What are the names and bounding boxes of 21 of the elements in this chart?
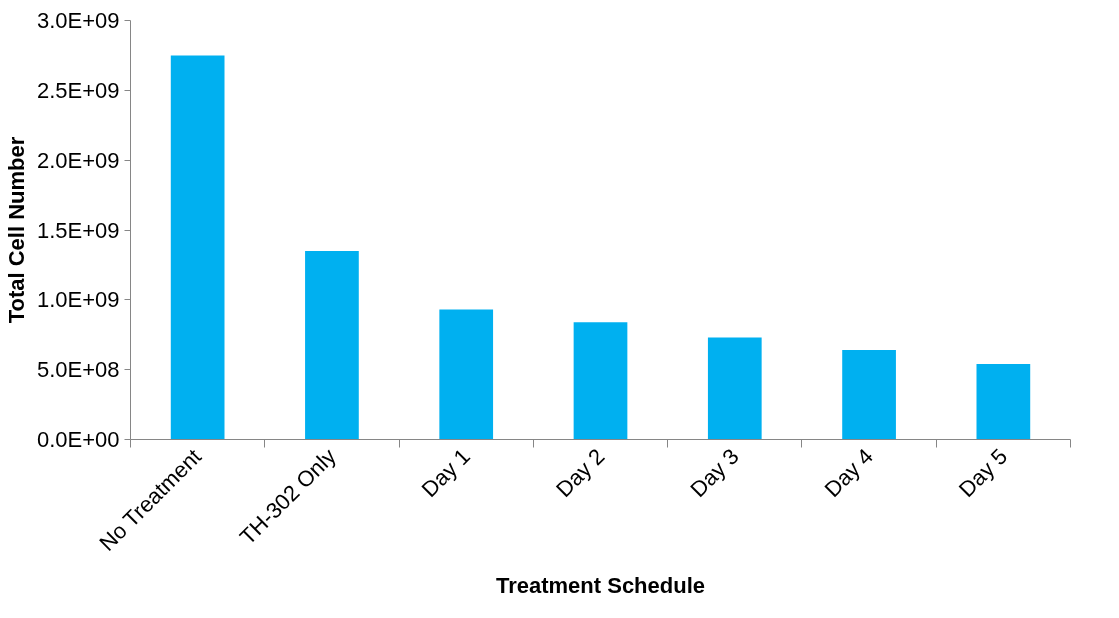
y-tick-label: 0.0E+00 <box>36 427 120 452</box>
x-tick-label: Day 2 <box>551 443 610 502</box>
y-axis-title: Total Cell Number <box>3 136 29 324</box>
x-tick-label: Day 3 <box>685 443 744 502</box>
bar <box>842 350 896 440</box>
y-tick-label: 3.0E+09 <box>36 8 120 33</box>
x-tick-label: Day 5 <box>953 443 1013 502</box>
y-tick-label: 1.5E+09 <box>36 217 120 243</box>
y-tick-label: 2.0E+09 <box>36 147 120 173</box>
y-tick-label: 2.5E+09 <box>36 77 120 103</box>
bar <box>573 322 628 440</box>
x-tick-label: Day 4 <box>819 443 878 502</box>
bar <box>707 337 762 440</box>
y-tick-label: 1.0E+09 <box>36 287 120 313</box>
bar <box>170 55 225 440</box>
bar <box>976 364 1031 440</box>
bar <box>439 309 494 440</box>
bar <box>305 250 359 440</box>
x-tick-label: Day 1 <box>416 443 476 502</box>
y-tick-label: 5.0E+08 <box>36 357 120 383</box>
x-axis-title: Treatment Schedule <box>495 572 706 598</box>
